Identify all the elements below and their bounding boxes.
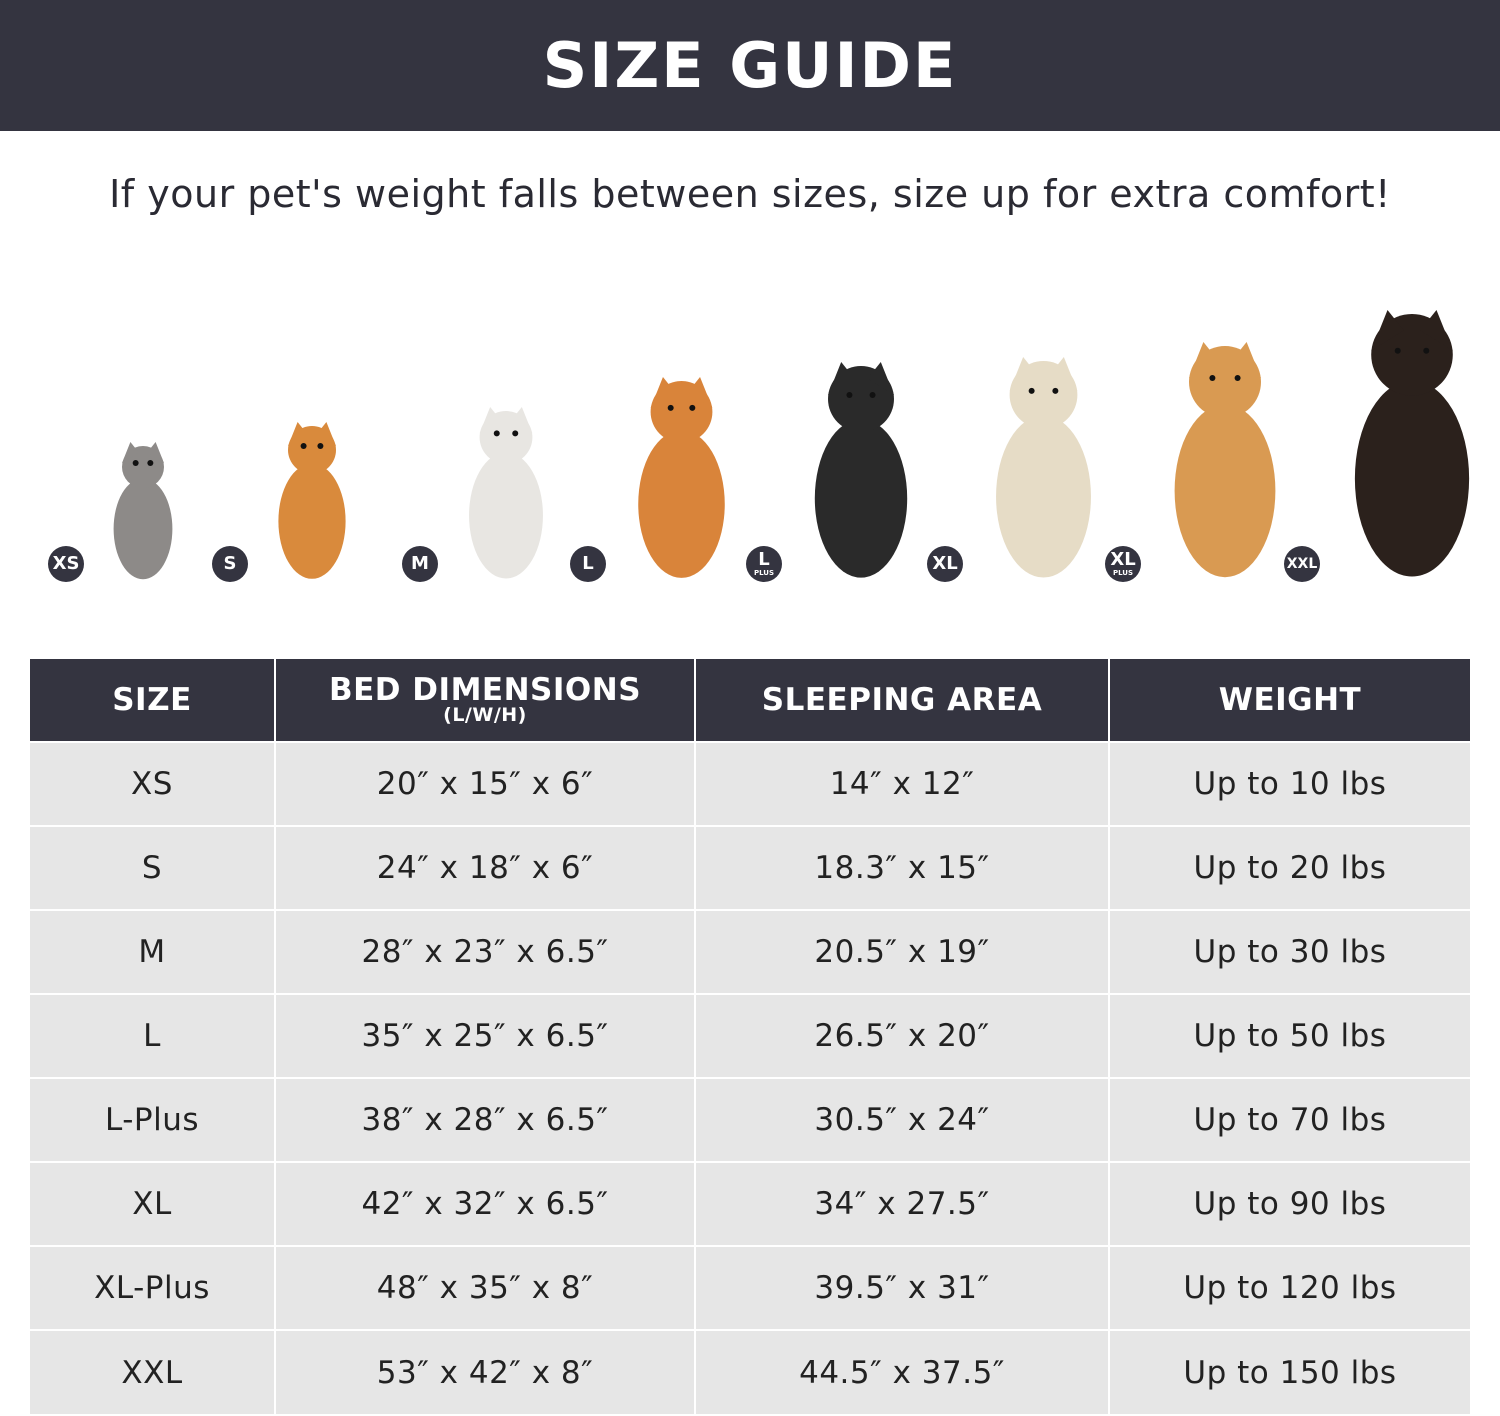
cell-sleeping: 26.5″ x 20″ (694, 993, 1109, 1078)
size-badge: S (212, 546, 248, 582)
header-bed-label: BED DIMENSIONS (328, 671, 642, 708)
cell-bed: 42″ x 32″ x 6.5″ (274, 1161, 695, 1246)
cell-bed: 24″ x 18″ x 6″ (274, 825, 695, 910)
pomeranian-image (278, 422, 346, 579)
title-banner: SIZE GUIDE (0, 0, 1500, 131)
cell-size: XL (30, 1161, 275, 1246)
size-badge-label: XS (52, 553, 80, 574)
size-badge: M (402, 546, 438, 582)
size-table: SIZE BED DIMENSIONS (L/W/H) SLEEPING ARE… (30, 659, 1470, 1414)
size-badge-label: L (758, 549, 770, 570)
cell-size: S (30, 825, 275, 910)
size-badge-label: XL (1110, 549, 1136, 570)
cell-sleeping: 44.5″ x 37.5″ (694, 1329, 1109, 1414)
cell-sleeping: 18.3″ x 15″ (694, 825, 1109, 910)
cell-bed: 28″ x 23″ x 6.5″ (274, 909, 695, 994)
sizing-tip: If your pet's weight falls between sizes… (109, 172, 1391, 216)
cell-weight: Up to 30 lbs (1108, 909, 1470, 994)
table-header-row: SIZE BED DIMENSIONS (L/W/H) SLEEPING ARE… (30, 659, 1470, 742)
size-badge-label: L (582, 553, 594, 574)
shiba-inu-image (638, 377, 725, 578)
size-badge: L (570, 546, 606, 582)
page-title: SIZE GUIDE (542, 29, 958, 102)
cell-weight: Up to 20 lbs (1108, 825, 1470, 910)
size-badge-label: XL (932, 553, 958, 574)
size-badge-sub: PLUS (753, 569, 775, 577)
cell-weight: Up to 90 lbs (1108, 1161, 1470, 1246)
header-weight: WEIGHT (1108, 659, 1470, 742)
golden-retriever-image (1174, 342, 1276, 578)
size-badge: XL (927, 546, 963, 582)
labrador-image (996, 357, 1091, 578)
french-bulldog-image (469, 407, 543, 579)
header-bed-dimensions: BED DIMENSIONS (L/W/H) (274, 659, 695, 742)
table-row: XS 20″ x 15″ x 6″ 14″ x 12″ Up to 10 lbs (30, 741, 1470, 826)
cell-bed: 53″ x 42″ x 8″ (274, 1329, 695, 1414)
cell-size: XS (30, 741, 275, 826)
cell-bed: 38″ x 28″ x 6.5″ (274, 1077, 695, 1162)
cell-weight: Up to 50 lbs (1108, 993, 1470, 1078)
table-row: XL-Plus 48″ x 35″ x 8″ 39.5″ x 31″ Up to 12… (30, 1245, 1470, 1330)
size-badge: XL PLUS (1105, 546, 1141, 582)
cell-size: M (30, 909, 275, 994)
cell-sleeping: 39.5″ x 31″ (694, 1245, 1109, 1330)
cell-size: XL-Plus (30, 1245, 275, 1330)
cell-weight: Up to 70 lbs (1108, 1077, 1470, 1162)
header-sleeping-area: SLEEPING AREA (694, 659, 1109, 742)
cell-bed: 35″ x 25″ x 6.5″ (274, 993, 695, 1078)
cell-sleeping: 14″ x 12″ (694, 741, 1109, 826)
cell-sleeping: 20.5″ x 19″ (694, 909, 1109, 994)
cell-weight: Up to 120 lbs (1108, 1245, 1470, 1330)
table-row: M 28″ x 23″ x 6.5″ 20.5″ x 19″ Up to 30 lbs (30, 909, 1470, 994)
cell-sleeping: 34″ x 27.5″ (694, 1161, 1109, 1246)
table-row: L 35″ x 25″ x 6.5″ 26.5″ x 20″ Up to 50 lbs (30, 993, 1470, 1078)
table-row: XXL 53″ x 42″ x 8″ 44.5″ x 37.5″ Up to 150 … (30, 1329, 1470, 1414)
header-bed-sub: (L/W/H) (443, 704, 527, 727)
cell-weight: Up to 10 lbs (1108, 741, 1470, 826)
size-badge: XS (48, 546, 84, 582)
cat-image (113, 442, 173, 580)
size-badge: L PLUS (746, 546, 782, 582)
size-badge: XXL (1284, 546, 1320, 582)
cell-size: XXL (30, 1329, 275, 1414)
cell-sleeping: 30.5″ x 24″ (694, 1077, 1109, 1162)
size-badge-label: S (223, 553, 237, 574)
size-badge-sub: PLUS (1112, 569, 1134, 577)
cell-bed: 20″ x 15″ x 6″ (274, 741, 695, 826)
size-badge-label: XXL (1286, 556, 1318, 572)
doberman-image (1354, 310, 1470, 577)
cell-weight: Up to 150 lbs (1108, 1329, 1470, 1414)
header-size: SIZE (30, 659, 275, 742)
table-row: S 24″ x 18″ x 6″ 18.3″ x 15″ Up to 20 lbs (30, 825, 1470, 910)
table-row: L-Plus 38″ x 28″ x 6.5″ 30.5″ x 24″ Up to 7… (30, 1077, 1470, 1162)
cell-size: L-Plus (30, 1077, 275, 1162)
pet-size-lineup: XS S M L L PLUS XL XL PLUS XXL (0, 300, 1500, 590)
table-row: XL 42″ x 32″ x 6.5″ 34″ x 27.5″ Up to 90 lb… (30, 1161, 1470, 1246)
cell-size: L (30, 993, 275, 1078)
border-collie-image (814, 362, 908, 578)
cell-bed: 48″ x 35″ x 8″ (274, 1245, 695, 1330)
size-badge-label: M (411, 553, 429, 574)
